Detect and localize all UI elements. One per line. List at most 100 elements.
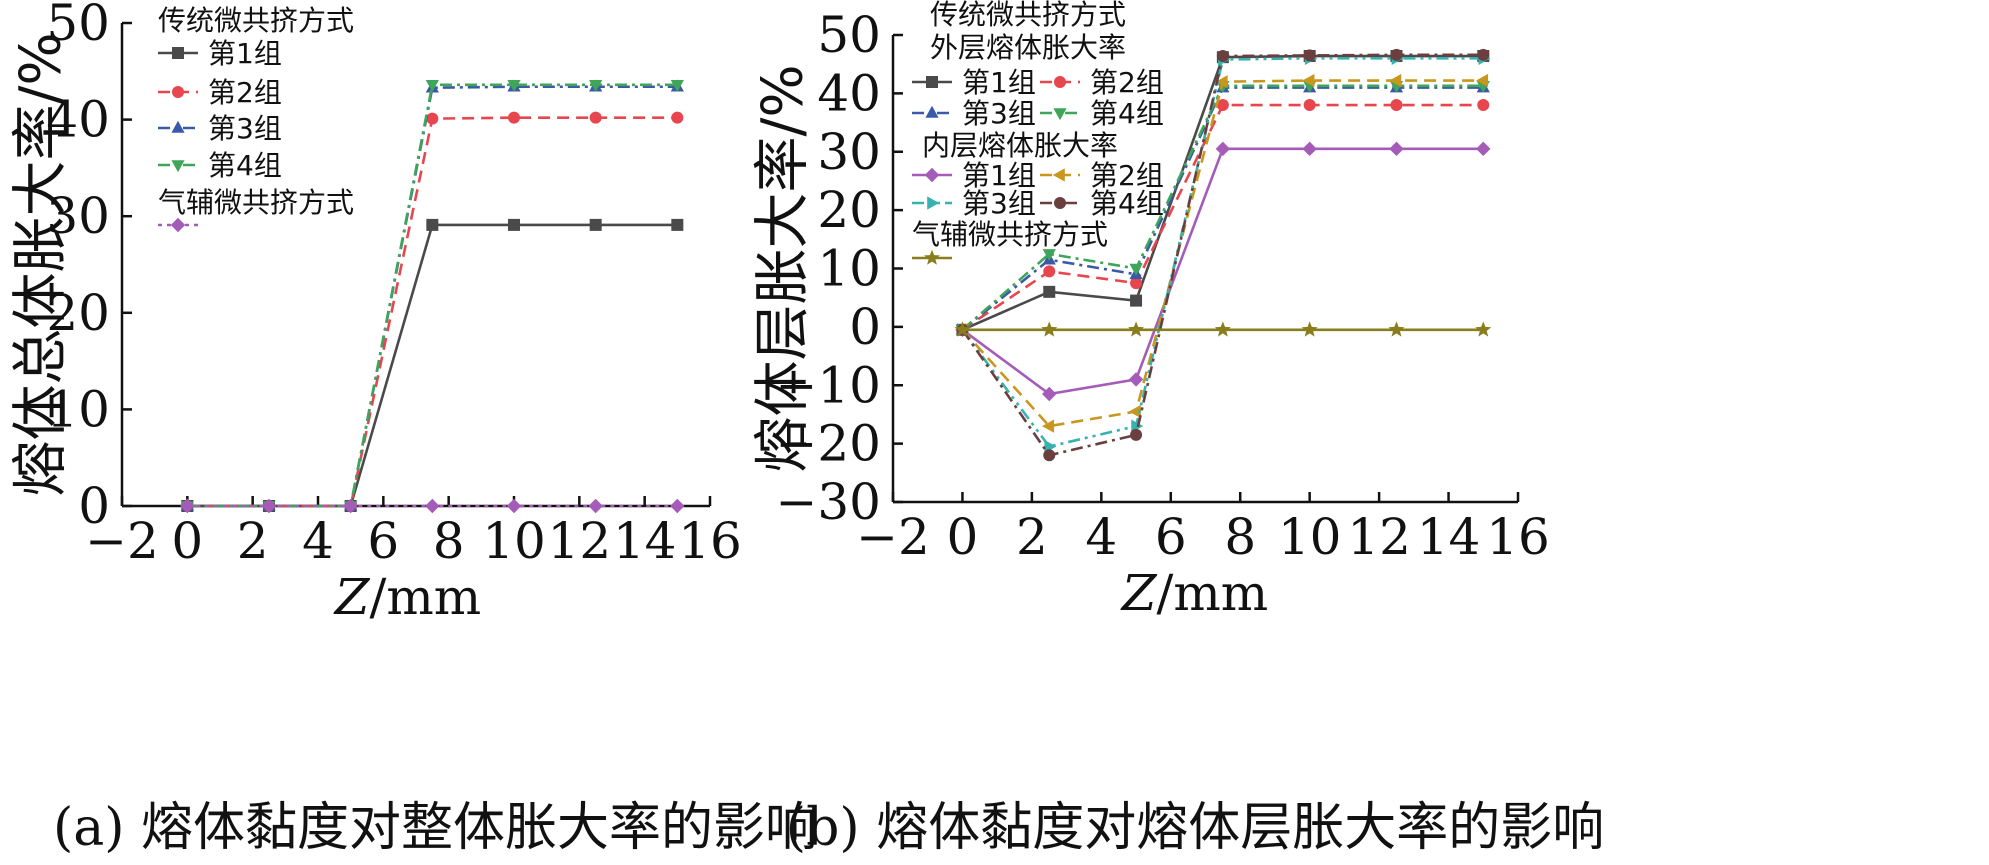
data-point: [1043, 449, 1056, 462]
x-tick-label: 12: [548, 512, 612, 570]
x-tick-label: 14: [1417, 508, 1481, 566]
data-point: [426, 112, 439, 125]
legend-group-title: 外层熔体胀大率: [930, 31, 1126, 64]
legend-entry: 第4组: [1040, 187, 1164, 220]
series: [956, 99, 1490, 336]
y-axis-label: 熔体总体胀大率/%: [9, 32, 74, 496]
data-point: [1216, 99, 1229, 112]
data-point: [1302, 141, 1317, 157]
x-axis-label-var: Z: [333, 568, 371, 626]
series: [955, 141, 1491, 402]
legend-entry: 第2组: [1040, 159, 1164, 192]
series: [180, 498, 685, 514]
legend-group-title: 传统微共挤方式: [158, 4, 354, 37]
series: [956, 48, 1490, 462]
x-tick-label: −2: [85, 512, 159, 570]
data-point: [589, 111, 602, 124]
x-tick-label: 8: [1224, 508, 1256, 566]
data-point: [425, 80, 439, 93]
caption: (a) 熔体黏度对整体胀大率的影响: [53, 798, 817, 858]
legend-label: 第2组: [1090, 159, 1164, 192]
chart-b: −2 0 2 4 6 8 10 12 14 16−30−20−1001020304050Z/mm熔…: [751, 0, 1605, 858]
legend-label: 第4组: [1090, 97, 1164, 130]
data-point: [506, 498, 522, 514]
data-point: [1303, 49, 1316, 62]
data-point: [261, 498, 277, 514]
legend-entry: 第3组: [912, 187, 1036, 220]
data-point: [1301, 321, 1318, 337]
legend-group-title: 内层熔体胀大率: [922, 129, 1118, 162]
x-tick-label: 2: [237, 512, 269, 570]
x-tick-label: 0: [171, 512, 203, 570]
legend-entry: 第4组: [158, 149, 282, 182]
series-line: [961, 53, 1484, 457]
legend-entry: 第2组: [158, 76, 282, 109]
data-point: [508, 218, 520, 231]
data-point: [1390, 48, 1403, 61]
data-point: [670, 498, 685, 514]
data-point: [507, 80, 521, 93]
data-point: [1128, 321, 1145, 337]
x-tick-label: 14: [613, 512, 677, 570]
y-tick-label: 20: [46, 284, 110, 342]
x-axis-label: Z/mm: [333, 568, 481, 626]
data-point: [343, 498, 358, 514]
legend-swatch-marker: [170, 217, 186, 233]
legend-swatch-marker: [172, 47, 184, 59]
y-axis-label: 熔体层胀大率/%: [751, 64, 816, 472]
legend-swatch-marker: [1053, 108, 1067, 121]
legend-label: 第1组: [208, 37, 282, 70]
data-point: [1477, 48, 1490, 61]
data-point: [1390, 99, 1403, 112]
data-point: [1389, 73, 1402, 88]
legend-swatch-marker: [1054, 197, 1066, 209]
data-point: [1477, 99, 1490, 112]
data-point: [508, 111, 520, 124]
data-point: [954, 321, 971, 337]
x-axis-label-var: Z: [1120, 564, 1158, 622]
caption: (b) 熔体黏度对熔体层胀大率的影响: [786, 798, 1604, 858]
data-point: [180, 498, 195, 514]
legend-entry: 第1组: [912, 159, 1036, 192]
y-tick-label: 10: [46, 380, 110, 438]
legend-group-title: 传统微共挤方式: [930, 0, 1126, 31]
y-tick-label: 30: [817, 123, 881, 181]
data-point: [1389, 141, 1404, 157]
x-tick-label: 10: [1278, 508, 1342, 566]
y-tick-label: 10: [817, 240, 881, 298]
x-tick-label: 16: [678, 512, 742, 570]
data-point: [589, 80, 603, 93]
data-point: [1042, 386, 1057, 402]
legend-entry: 第1组: [158, 37, 282, 70]
legend-group-title: 气辅微共挤方式: [912, 218, 1108, 251]
x-tick-label: 6: [367, 512, 399, 570]
data-point: [1476, 141, 1491, 157]
legend-entry: 第2组: [1040, 66, 1164, 99]
series-line: [187, 223, 678, 508]
data-point: [1130, 428, 1143, 441]
legend-swatch-marker: [926, 76, 938, 88]
y-tick-label: 0: [849, 298, 881, 356]
y-tick-label: 30: [46, 187, 110, 245]
data-point: [1215, 141, 1231, 157]
data-point: [1475, 321, 1492, 337]
series-line: [961, 86, 1484, 331]
chart-a: −2 0 2 4 6 8 10 12 14 1601020304050Z/mm熔体总体胀大率/%(…: [9, 0, 817, 858]
data-point: [671, 218, 684, 231]
data-point: [1130, 277, 1143, 290]
legend-label: 第4组: [208, 149, 282, 182]
y-tick-label: 50: [46, 0, 110, 52]
legend-entry: [912, 249, 952, 265]
series: [181, 218, 684, 512]
data-point: [1128, 404, 1141, 419]
data-point: [1303, 99, 1316, 112]
data-point: [1214, 321, 1231, 337]
legend-swatch-marker: [924, 249, 940, 265]
legend-label: 第1组: [962, 159, 1036, 192]
legend-swatch-marker: [171, 120, 185, 133]
data-point: [1041, 321, 1058, 337]
x-tick-label: 8: [433, 512, 465, 570]
